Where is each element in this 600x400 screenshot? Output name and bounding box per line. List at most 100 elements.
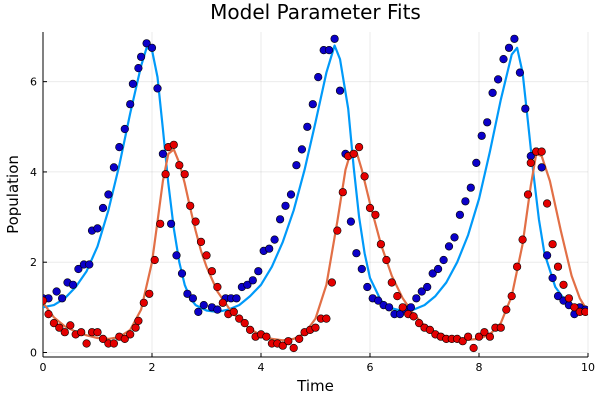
data-point-series-1: [303, 122, 312, 131]
data-point-series-1: [153, 84, 162, 93]
data-point-series-1: [126, 100, 135, 109]
data-point-series-2: [548, 240, 557, 249]
data-point-series-2: [246, 325, 255, 335]
data-point-series-2: [382, 255, 391, 265]
y-axis-label: Population: [4, 155, 22, 234]
data-point-series-2: [485, 332, 495, 341]
data-point-series-2: [311, 323, 320, 332]
data-point-series-1: [553, 292, 563, 301]
data-point-series-1: [412, 294, 421, 303]
data-point-series-1: [158, 149, 167, 158]
data-point-series-1: [98, 203, 108, 213]
data-point-series-2: [180, 170, 189, 179]
data-point-series-1: [115, 143, 124, 152]
data-point-series-1: [352, 249, 361, 258]
data-point-series-2: [338, 188, 347, 197]
data-point-series-2: [480, 328, 489, 337]
data-point-series-2: [49, 319, 59, 328]
chart-title: Model Parameter Fits: [210, 0, 421, 24]
data-point-series-2: [581, 307, 588, 316]
data-point-series-2: [349, 149, 358, 158]
data-point-series-1: [374, 296, 383, 305]
data-point-series-2: [415, 319, 424, 328]
data-point-series-1: [199, 301, 208, 310]
data-point-series-1: [521, 104, 530, 113]
data-point-series-2: [77, 328, 86, 337]
data-point-series-1: [254, 267, 263, 276]
data-point-series-1: [142, 39, 151, 48]
y-tick-label: 4: [30, 166, 37, 179]
data-point-series-2: [186, 201, 195, 210]
data-point-series-2: [139, 298, 148, 307]
data-point-series-1: [477, 131, 486, 140]
data-point-series-2: [542, 199, 552, 208]
data-point-series-1: [488, 88, 497, 97]
data-point-series-2: [393, 292, 402, 301]
data-point-series-1: [472, 158, 481, 167]
data-point-series-2: [559, 280, 568, 289]
data-point-series-1: [213, 305, 222, 314]
data-point-series-1: [292, 161, 301, 170]
data-point-series-1: [406, 303, 416, 312]
data-point-series-2: [458, 337, 467, 346]
data-point-series-2: [109, 339, 118, 348]
x-tick-label: 10: [581, 361, 595, 374]
data-point-series-1: [385, 303, 394, 312]
data-point-series-1: [428, 269, 437, 278]
data-point-series-2: [262, 332, 271, 341]
data-point-series-1: [308, 100, 317, 109]
data-point-series-1: [167, 219, 176, 228]
data-point-series-1: [194, 307, 203, 317]
data-point-series-1: [357, 264, 366, 274]
data-point-series-1: [270, 235, 279, 244]
data-point-series-2: [120, 334, 129, 344]
data-point-series-2: [333, 226, 342, 235]
data-point-series-1: [147, 43, 157, 52]
data-point-series-1: [434, 264, 443, 274]
data-point-series-1: [276, 215, 285, 224]
data-point-series-1: [172, 251, 181, 260]
axis-ticks: 0 2 4 6 8 10 0 2 4 6: [30, 32, 595, 374]
data-point-series-1: [248, 276, 257, 285]
data-point-series-1: [542, 251, 552, 260]
data-point-series-2: [93, 328, 102, 337]
data-point-series-2: [213, 282, 222, 292]
data-point-series-1: [515, 68, 525, 77]
data-point-series-2: [145, 289, 154, 298]
data-point-series-2: [229, 307, 238, 317]
data-point-series-2: [191, 217, 200, 226]
data-point-series-2: [218, 298, 227, 307]
data-point-series-1: [177, 269, 187, 278]
x-tick-label: 8: [476, 361, 483, 374]
data-point-series-2: [60, 328, 69, 337]
data-point-series-2: [355, 143, 364, 152]
data-point-series-2: [295, 334, 304, 344]
data-point-series-1: [128, 79, 137, 88]
data-point-series-2: [150, 255, 159, 265]
data-point-series-2: [44, 310, 53, 319]
x-tick-label: 2: [149, 361, 156, 374]
data-point-series-2: [523, 190, 533, 199]
data-point-series-2: [278, 341, 287, 350]
data-point-series-1: [52, 287, 61, 296]
data-point-series-1: [423, 282, 432, 292]
data-point-series-1: [450, 233, 459, 242]
data-point-series-1: [109, 163, 118, 172]
data-point-series-2: [82, 339, 91, 348]
data-point-series-1: [417, 287, 426, 296]
data-point-series-1: [68, 280, 78, 289]
data-point-series-1: [183, 289, 192, 298]
data-point-series-2: [537, 147, 546, 156]
data-point-series-1: [537, 163, 546, 172]
data-point-series-1: [483, 118, 492, 127]
data-point-series-2: [371, 210, 380, 219]
data-point-series-2: [502, 305, 511, 314]
data-point-series-2: [409, 312, 418, 321]
series-layer: [43, 34, 588, 353]
data-point-series-1: [74, 264, 83, 274]
data-point-series-1: [444, 242, 454, 251]
data-point-series-1: [232, 294, 241, 303]
data-point-series-1: [330, 34, 339, 43]
data-point-series-2: [196, 237, 206, 246]
